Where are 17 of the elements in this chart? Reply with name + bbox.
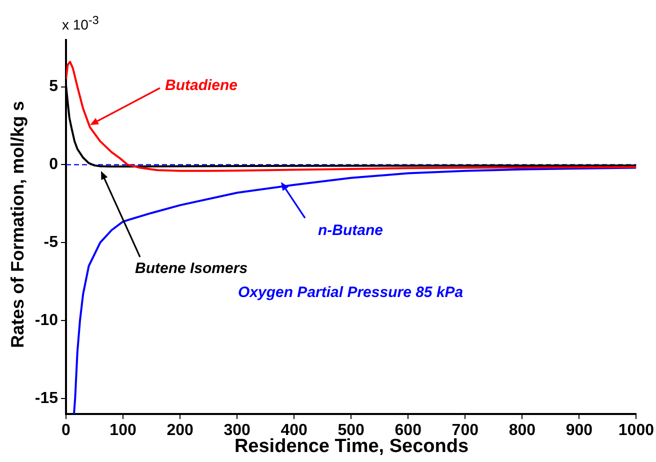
y-tick-label: 0 (49, 156, 58, 174)
text: Butene Isomers (135, 260, 248, 277)
text: x 10$^{-3}$ (62, 14, 99, 33)
y-tick-label: -5 (44, 234, 58, 251)
x-tick-label: 800 (508, 422, 536, 440)
text: n-Butane (318, 222, 383, 239)
x-tick-label: 1000 (618, 422, 654, 440)
text: Butadiene (165, 77, 238, 94)
y-axis-title: Rates of Formation, mol/kg s (8, 100, 28, 350)
y-tick-label: -15 (34, 390, 58, 407)
y-tick-label: 5 (49, 78, 58, 96)
x-tick-label: 200 (166, 422, 194, 440)
annotation: Oxygen Partial Pressure 85 kPa (238, 284, 464, 301)
x-tick-label: 100 (110, 422, 136, 440)
y-tick-label: -10 (34, 312, 58, 329)
x-tick-label: 900 (566, 422, 593, 440)
x-tick-label: 0 (62, 422, 71, 440)
